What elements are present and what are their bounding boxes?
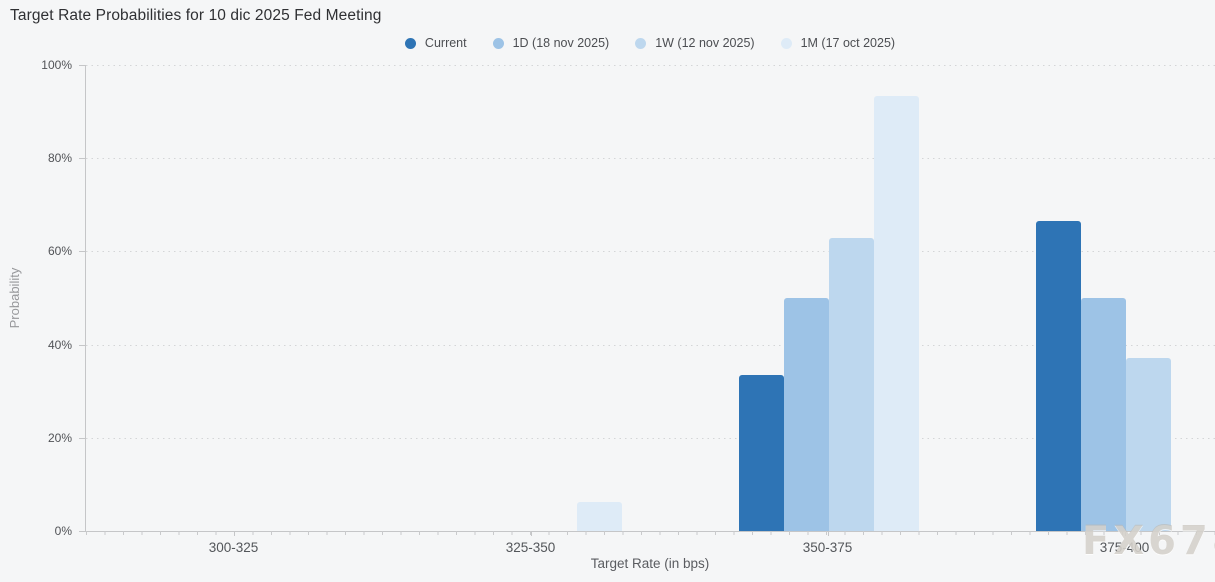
- x-category-tick: [233, 531, 235, 536]
- bar-350-375-1m[interactable]: [873, 96, 919, 531]
- gridline-100%: [86, 65, 1215, 66]
- y-tick-label: 40%: [47, 337, 72, 352]
- chart-legend: Current 1D (18 nov 2025) 1W (12 nov 2025) 1…: [85, 36, 1215, 50]
- legend-label: 1D (18 nov 2025): [512, 36, 610, 50]
- plot-area: [85, 65, 1215, 535]
- y-tick-mark: [79, 65, 85, 66]
- x-category-tick: [827, 531, 829, 536]
- x-axis-title: Target Rate (in bps): [590, 556, 710, 571]
- x-category-tick: [530, 531, 532, 536]
- chart-title: Target Rate Probabilities for 10 dic 202…: [10, 7, 382, 24]
- bar-375-400-1d[interactable]: [1080, 298, 1126, 531]
- gridline-20%: [86, 437, 1215, 439]
- bar-375-400-current[interactable]: [1035, 221, 1081, 531]
- y-tick-mark: [79, 344, 85, 346]
- y-tick-mark: [79, 437, 85, 439]
- bar-350-375-1w[interactable]: [828, 238, 874, 531]
- y-tick-label: 100%: [41, 58, 72, 72]
- legend-dot-icon: [780, 37, 792, 49]
- legend-dot-icon: [492, 37, 504, 49]
- bar-350-375-current[interactable]: [738, 375, 784, 531]
- y-tick-label: 60%: [47, 244, 72, 259]
- legend-item-1m[interactable]: 1M (17 oct 2025): [780, 36, 896, 50]
- bar-375-400-1w[interactable]: [1125, 358, 1171, 531]
- x-axis-minor-ticks: [86, 531, 1215, 535]
- bar-325-350-1m[interactable]: [576, 502, 622, 531]
- bar-350-375-1d[interactable]: [783, 298, 829, 531]
- legend-dot-icon: [404, 37, 416, 49]
- x-category-label: 375-400: [1099, 540, 1150, 555]
- legend-item-1w[interactable]: 1W (12 nov 2025): [635, 36, 755, 50]
- y-tick-label: 20%: [47, 430, 72, 445]
- x-category-label: 325-350: [505, 540, 556, 555]
- y-tick-mark: [79, 158, 85, 160]
- y-tick-mark: [79, 531, 85, 532]
- legend-dot-icon: [635, 37, 647, 49]
- x-category-label: 300-325: [208, 540, 259, 555]
- gridline-60%: [86, 251, 1215, 253]
- legend-label: Current: [424, 36, 467, 50]
- y-tick-label: 0%: [54, 524, 72, 538]
- gridline-40%: [86, 344, 1215, 346]
- legend-item-current[interactable]: Current: [404, 36, 467, 50]
- x-category-tick: [1124, 531, 1126, 536]
- legend-label: 1W (12 nov 2025): [655, 36, 755, 50]
- y-tick-label: 80%: [47, 151, 72, 166]
- y-tick-mark: [79, 251, 85, 253]
- x-category-label: 350-375: [802, 540, 853, 555]
- legend-label: 1M (17 oct 2025): [800, 36, 896, 50]
- y-axis-title: Probability: [7, 267, 22, 329]
- gridline-80%: [86, 158, 1215, 160]
- legend-item-1d[interactable]: 1D (18 nov 2025): [492, 36, 610, 50]
